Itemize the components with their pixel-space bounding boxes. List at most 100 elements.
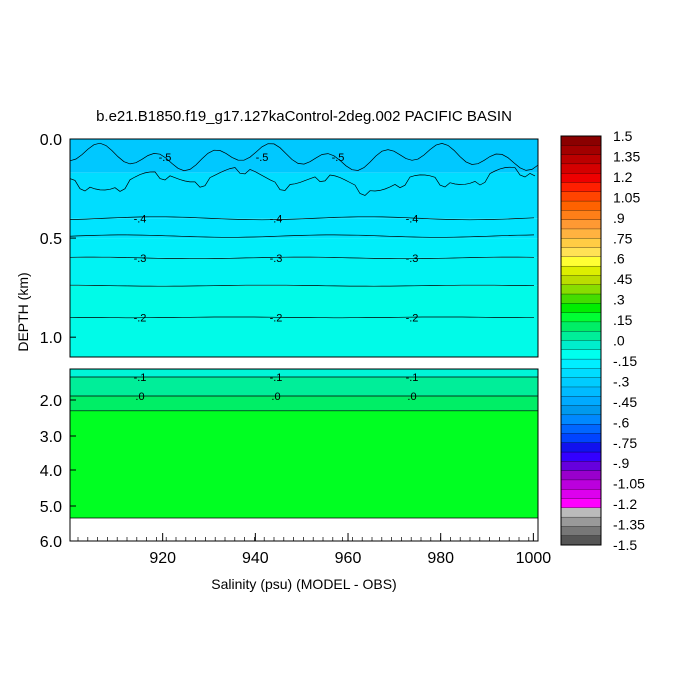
colorbar-swatch	[560, 331, 602, 341]
colorbar: 1.5 1.35 1.2 1.05 .9 .75 .6 .45 .3 .15 .0 -.15 -.3 -.…	[560, 128, 645, 553]
colorbar-swatch	[560, 173, 602, 183]
colorbar-label: .45	[613, 271, 633, 287]
colorbar-swatch	[560, 145, 602, 156]
y-tick-label: 3.0	[40, 429, 62, 446]
lower-band-1	[70, 377, 538, 396]
lower-panel-frame	[69, 368, 539, 542]
contour-label: -.5	[332, 152, 345, 164]
colorbar-swatch	[560, 386, 602, 397]
colorbar-swatch	[560, 489, 602, 499]
colorbar-label: -.75	[613, 435, 637, 451]
contour-label: -.2	[270, 312, 283, 324]
contour-label: -.3	[406, 253, 419, 265]
colorbar-swatch	[560, 507, 602, 518]
contour-label: -.2	[406, 312, 419, 324]
axes: 0.0 0.5 1.0 2.0 3.0 4.0 5.0 6.0 920 940 960 980 1000	[40, 132, 552, 567]
contour-label: -.1	[134, 372, 147, 384]
colorbar-swatch	[560, 526, 602, 537]
x-tick-label: 960	[335, 550, 362, 567]
colorbar-swatch	[560, 461, 602, 472]
upper-contour-line-1	[69, 234, 535, 238]
y-tick-label: 5.0	[40, 499, 62, 516]
contour-label: -.5	[256, 152, 269, 164]
colorbar-swatch	[560, 451, 602, 462]
colorbar-swatch	[560, 368, 602, 379]
near-surface-contour-line	[69, 166, 536, 196]
colorbar-label: 1.05	[613, 189, 640, 205]
colorbar-swatch	[560, 358, 602, 369]
colorbar-label: -1.2	[613, 496, 637, 512]
upper-band-2	[70, 218, 538, 239]
colorbar-swatch	[560, 293, 602, 304]
colorbar-label: 1.5	[613, 128, 633, 144]
contour-label: -.2	[134, 312, 147, 324]
upper-panel-frame	[69, 138, 539, 358]
colorbar-swatch	[560, 470, 602, 481]
upper-band-0	[70, 139, 538, 173]
colorbar-swatch	[560, 535, 602, 546]
colorbar-swatch	[560, 200, 602, 211]
contour-label: -.1	[270, 372, 283, 384]
colorbar-label: .3	[613, 292, 625, 308]
contour-label: -.4	[134, 213, 147, 225]
y-tick-label: 0.0	[40, 132, 62, 149]
colorbar-swatch	[560, 312, 602, 323]
colorbar-swatch	[560, 433, 602, 444]
colorbar-swatch	[560, 256, 602, 267]
colorbar-swatch	[560, 191, 602, 202]
colorbar-swatch	[560, 247, 602, 258]
contour-label: -.5	[159, 152, 172, 164]
x-tick-label: 940	[242, 550, 269, 567]
colorbar-swatch	[560, 219, 602, 230]
y-tick-label: 1.0	[40, 330, 62, 347]
upper-contour-line-2	[69, 256, 535, 260]
y-tick-label: 4.0	[40, 463, 62, 480]
colorbar-label: -.15	[613, 353, 637, 369]
colorbar-swatch	[560, 414, 602, 425]
colorbar-label: 1.35	[613, 148, 640, 164]
y-tick-label: 6.0	[40, 534, 62, 551]
lower-band-0	[70, 369, 538, 377]
colorbar-label: -.3	[613, 373, 630, 389]
colorbar-label: .15	[613, 312, 633, 328]
upper-contour-line-0	[69, 216, 535, 221]
x-tick-label: 1000	[516, 550, 552, 567]
colorbar-swatch	[560, 396, 602, 407]
y-tick-label: 0.5	[40, 231, 62, 248]
colorbar-swatch	[560, 163, 602, 174]
contour-label: -.3	[270, 253, 283, 265]
colorbar-swatch	[560, 154, 602, 165]
lower-panel: -.1 -.1 -.1 .0 .0 .0	[69, 368, 539, 542]
x-axis-label: Salinity (psu) (MODEL - OBS)	[211, 576, 396, 592]
colorbar-swatch	[560, 377, 602, 388]
colorbar-label: -1.05	[613, 476, 645, 492]
colorbar-swatch	[560, 135, 602, 146]
contour-label: .0	[135, 391, 144, 403]
colorbar-label: -.6	[613, 414, 630, 430]
contour-label: -.4	[270, 213, 283, 225]
colorbar-swatch	[560, 424, 602, 434]
lower-band-2	[70, 396, 538, 411]
surface-contour-line	[69, 142, 539, 172]
upper-band-5	[70, 285, 538, 357]
upper-contour-line-3	[69, 284, 535, 287]
colorbar-label: .75	[613, 230, 633, 246]
upper-band-3	[70, 238, 538, 258]
x-tick-label: 920	[149, 550, 176, 567]
x-tick-label: 980	[427, 550, 454, 567]
contour-label: -.4	[406, 213, 419, 225]
colorbar-swatch	[560, 182, 602, 193]
colorbar-swatch	[560, 479, 602, 490]
chart-title: b.e21.B1850.f19_g17.127kaControl-2deg.00…	[96, 108, 512, 125]
upper-contour-line-4	[69, 316, 534, 319]
colorbar-swatch	[560, 275, 602, 286]
colorbar-swatch	[560, 238, 602, 248]
colorbar-label: 1.2	[613, 169, 633, 185]
colorbar-frame	[560, 135, 602, 546]
colorbar-swatch	[560, 284, 602, 295]
contour-label: -.3	[134, 253, 147, 265]
colorbar-label: -.45	[613, 394, 637, 410]
upper-band-1	[70, 172, 538, 219]
upper-band-4	[70, 257, 538, 286]
